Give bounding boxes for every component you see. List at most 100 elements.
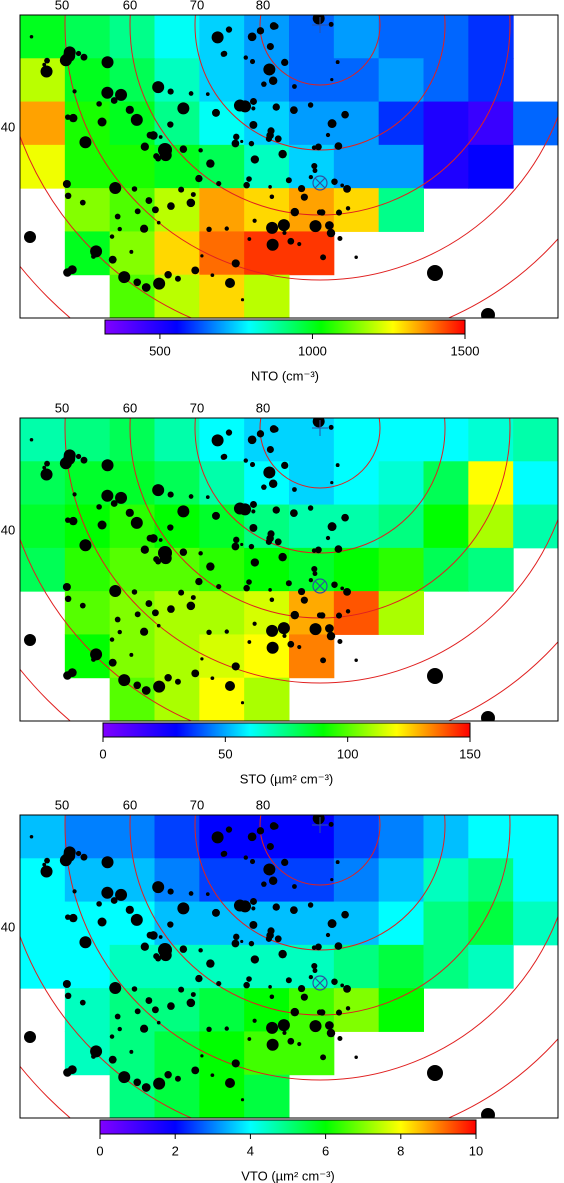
colorbar-tick-label: 50 bbox=[218, 746, 232, 761]
station-dot bbox=[272, 103, 280, 111]
station-dot bbox=[75, 50, 82, 57]
station-dot bbox=[80, 53, 88, 61]
station-dot bbox=[268, 479, 278, 489]
station-dot bbox=[266, 1038, 279, 1051]
station-dot bbox=[232, 3, 241, 12]
station-dot bbox=[195, 974, 203, 983]
station-dot bbox=[312, 968, 318, 974]
station-dot bbox=[152, 81, 165, 94]
station-dot bbox=[266, 238, 279, 251]
grid-cell bbox=[109, 944, 155, 989]
grid-cell bbox=[244, 677, 290, 721]
station-dot bbox=[75, 850, 82, 857]
grid-cell bbox=[423, 504, 469, 549]
station-dot bbox=[281, 59, 286, 64]
station-dot bbox=[247, 237, 252, 241]
station-dot bbox=[186, 198, 196, 208]
station-dot bbox=[231, 1059, 240, 1068]
grid-cell bbox=[20, 101, 66, 146]
station-dot bbox=[274, 135, 282, 143]
station-dot bbox=[24, 231, 36, 243]
station-dot bbox=[330, 480, 334, 485]
station-dot bbox=[311, 945, 317, 950]
colorbar-tick-label: 6 bbox=[322, 1143, 329, 1158]
colorbar-tick-label: 0 bbox=[99, 746, 106, 761]
station-dot bbox=[340, 586, 345, 591]
grid-cell bbox=[154, 901, 200, 946]
station-dot bbox=[231, 542, 240, 551]
station-dot bbox=[155, 955, 162, 962]
station-dot bbox=[140, 545, 149, 554]
station-dot bbox=[177, 102, 190, 115]
station-dot bbox=[91, 254, 96, 259]
station-dot bbox=[101, 856, 114, 869]
station-dot bbox=[146, 931, 154, 939]
station-dot bbox=[330, 77, 334, 82]
grid-cell bbox=[513, 504, 558, 549]
station-dot bbox=[481, 711, 495, 721]
station-dot bbox=[285, 177, 292, 184]
station-dot bbox=[225, 26, 233, 33]
station-dot bbox=[240, 139, 244, 144]
station-dot bbox=[247, 435, 257, 445]
grid-cell bbox=[423, 858, 469, 903]
station-dot bbox=[274, 538, 282, 546]
station-dot bbox=[190, 595, 196, 601]
station-dot bbox=[42, 465, 47, 470]
station-dot bbox=[158, 538, 163, 542]
station-dot bbox=[233, 933, 240, 941]
station-dot bbox=[145, 997, 153, 1004]
station-dot bbox=[309, 623, 322, 636]
station-dot bbox=[96, 901, 102, 907]
map-panel: 50 60 70 80 40 0 50 100 150 STO (µm² cm⁻³) bbox=[1, 400, 559, 786]
station-dot bbox=[67, 668, 77, 678]
station-dot bbox=[158, 546, 172, 560]
station-dot bbox=[268, 985, 272, 989]
grid-cell bbox=[244, 1031, 290, 1076]
station-dot bbox=[117, 226, 122, 232]
station-dot bbox=[24, 1031, 36, 1043]
station-dot bbox=[249, 523, 258, 532]
station-dot bbox=[250, 558, 260, 567]
grid-cell bbox=[333, 58, 380, 103]
grid-cell bbox=[378, 901, 424, 946]
station-dot bbox=[233, 99, 246, 112]
station-dot bbox=[190, 192, 196, 198]
grid-cell bbox=[333, 591, 380, 635]
station-dot bbox=[239, 410, 245, 416]
station-dot bbox=[297, 1041, 302, 1047]
station-dot bbox=[325, 624, 334, 633]
station-dot bbox=[115, 88, 128, 101]
station-dot bbox=[190, 992, 196, 998]
colorbar-tick-label: 1000 bbox=[298, 343, 327, 358]
station-dot bbox=[311, 162, 318, 170]
station-dot bbox=[266, 624, 279, 637]
latitude-ring bbox=[194, 15, 446, 151]
station-dot bbox=[224, 226, 229, 231]
station-dot bbox=[309, 220, 322, 233]
station-dot bbox=[153, 1077, 166, 1090]
station-dot bbox=[334, 942, 343, 950]
grid-cell bbox=[20, 15, 66, 59]
grid-cell bbox=[289, 1031, 335, 1076]
latitude-ring bbox=[64, 15, 558, 281]
station-dot bbox=[40, 865, 53, 878]
grid-cell bbox=[244, 231, 290, 276]
grid-cell bbox=[199, 988, 245, 1032]
station-dot bbox=[281, 859, 286, 864]
grid-cell bbox=[109, 1074, 155, 1118]
grid-cell bbox=[20, 547, 66, 592]
latitude-ring bbox=[259, 15, 381, 86]
station-dot bbox=[256, 27, 265, 35]
station-dot bbox=[315, 943, 322, 951]
grid-cell bbox=[333, 944, 380, 989]
station-dot bbox=[206, 1026, 212, 1032]
station-dot bbox=[188, 494, 194, 499]
station-dot bbox=[300, 993, 308, 1001]
station-dot bbox=[272, 426, 279, 433]
map-frame bbox=[19, 417, 559, 722]
latitude-label: 80 bbox=[256, 0, 270, 12]
station-dot bbox=[211, 831, 224, 844]
station-dot bbox=[271, 227, 276, 232]
station-dot bbox=[164, 674, 172, 682]
